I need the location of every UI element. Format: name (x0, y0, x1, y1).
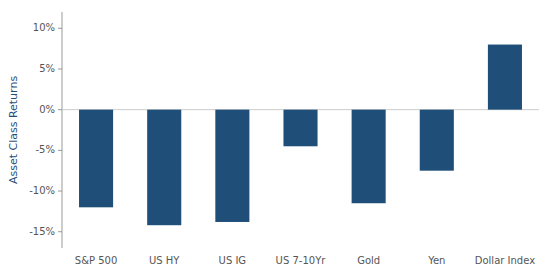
x-tick-label: US 7-10Yr (276, 255, 327, 266)
y-tick-label: 0% (39, 104, 55, 115)
y-tick-label: -5% (36, 144, 55, 155)
y-tick (58, 150, 62, 151)
x-tick-label: US HY (149, 255, 180, 266)
x-tick-label: US IG (219, 255, 247, 266)
bar (215, 110, 249, 222)
x-tick-label: S&P 500 (75, 255, 117, 266)
y-tick-label: 5% (39, 63, 55, 74)
bar (147, 110, 181, 226)
y-tick-label: -15% (29, 226, 55, 237)
y-tick (58, 68, 62, 69)
bars (79, 45, 522, 226)
bar (488, 45, 522, 110)
y-tick (58, 28, 62, 29)
x-tick-label: Gold (357, 255, 380, 266)
y-tick (58, 231, 62, 232)
bar (352, 110, 386, 204)
chart-svg: -15% -10% -5% 0% 5% 10% S&P 500 US HY US IG US 7-… (0, 0, 549, 274)
bar (283, 110, 317, 147)
x-tick-label: Dollar Index (475, 255, 535, 266)
y-axis-line (62, 12, 63, 248)
y-tick (58, 109, 62, 110)
bar (420, 110, 454, 171)
x-tick-label: Yen (427, 255, 445, 266)
bar (79, 110, 113, 208)
y-tick (58, 191, 62, 192)
y-tick-label: 10% (33, 22, 55, 33)
y-tick-label: -10% (29, 185, 55, 196)
y-axis-label: Asset Class Returns (7, 76, 20, 185)
chart-container: -15% -10% -5% 0% 5% 10% S&P 500 US HY US IG US 7-… (0, 0, 549, 274)
